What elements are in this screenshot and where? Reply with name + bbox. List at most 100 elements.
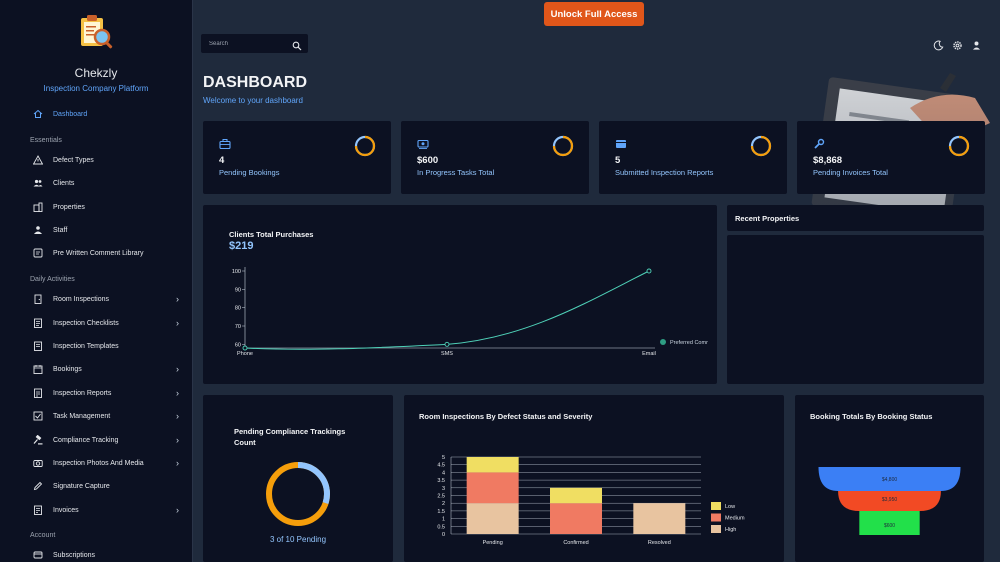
- camera-icon: [33, 460, 43, 467]
- door-icon: [34, 294, 42, 304]
- x-tick-label: Pending: [483, 540, 503, 546]
- funnel-stage: [859, 511, 920, 535]
- x-tick-label: Email: [642, 351, 656, 357]
- sidebar-item-label: Inspection Templates: [53, 342, 119, 350]
- y-tick-label: 90: [235, 287, 241, 293]
- sidebar-item-comment-library[interactable]: Pre Written Comment Library: [33, 246, 185, 260]
- stat-value: $600: [417, 155, 439, 166]
- defects-panel: Room Inspections By Defect Status and Se…: [404, 395, 784, 562]
- search-input[interactable]: [209, 40, 289, 47]
- sidebar-item-label: Staff: [53, 226, 68, 234]
- section-title-essentials: Essentials: [30, 137, 62, 144]
- legend-marker: [660, 339, 666, 345]
- y-tick-label: 80: [235, 306, 241, 312]
- template-icon: [34, 341, 42, 351]
- sidebar-item-inspection-reports[interactable]: Inspection Reports ›: [33, 386, 185, 400]
- purchases-title: Clients Total Purchases: [229, 230, 314, 239]
- user-icon[interactable]: [971, 38, 982, 50]
- sidebar-item-label: Dashboard: [53, 110, 88, 118]
- library-icon: [33, 248, 43, 258]
- sidebar-item-clients[interactable]: Clients: [33, 176, 185, 190]
- chevron-right-icon: ›: [176, 388, 179, 398]
- cash-icon: [417, 137, 429, 155]
- bar-segment: [466, 503, 519, 534]
- report-icon: [34, 388, 42, 398]
- sidebar-item-dashboard[interactable]: Dashboard: [33, 107, 185, 121]
- stat-label: Pending Bookings: [219, 168, 280, 177]
- sidebar-item-inspection-templates[interactable]: Inspection Templates: [33, 339, 185, 353]
- sidebar-item-bookings[interactable]: Bookings ›: [33, 362, 185, 376]
- y-tick-label: 5: [442, 455, 445, 461]
- sidebar-item-label: Subscriptions: [53, 551, 96, 559]
- stat-card-pending-invoices[interactable]: $8,868 Pending Invoices Total: [797, 121, 985, 194]
- briefcase-icon: [219, 137, 231, 155]
- y-tick-label: 100: [232, 269, 241, 275]
- search-icon[interactable]: [292, 38, 302, 56]
- sidebar-item-inspection-checklists[interactable]: Inspection Checklists ›: [33, 316, 185, 330]
- bar-segment: [466, 472, 519, 504]
- y-tick-label: 0: [442, 532, 445, 538]
- chevron-right-icon: ›: [176, 411, 179, 421]
- sidebar-item-label: Room Inspections: [53, 295, 110, 303]
- sidebar-item-invoices[interactable]: Invoices ›: [33, 503, 185, 517]
- compliance-panel: Pending Compliance Trackings Count 3 of …: [203, 395, 393, 562]
- legend-swatch: [711, 502, 721, 510]
- wrench-icon: [813, 137, 825, 155]
- purchases-panel: Clients Total Purchases $219 60 70 80 90 100…: [203, 205, 717, 384]
- page-title: DASHBOARD: [203, 74, 307, 91]
- chevron-right-icon: ›: [176, 505, 179, 515]
- sidebar-item-label: Bookings: [53, 365, 82, 373]
- purchases-line-chart: 60 70 80 90 100 Phone SMS Email Preferred Comr: [232, 267, 708, 357]
- chevron-right-icon: ›: [176, 318, 179, 328]
- x-tick-label: Phone: [237, 351, 253, 357]
- sidebar-item-defect-types[interactable]: Defect Types: [33, 153, 185, 167]
- y-tick-label: 1: [442, 517, 445, 523]
- booking-funnel-chart: $4,800 $3,950 $600: [818, 467, 961, 535]
- stat-card-pending-bookings[interactable]: 4 Pending Bookings: [203, 121, 391, 194]
- sidebar-item-subscriptions[interactable]: Subscriptions: [33, 548, 185, 562]
- stat-card-in-progress-tasks[interactable]: $600 In Progress Tasks Total: [401, 121, 589, 194]
- dark-mode-icon[interactable]: [933, 38, 944, 51]
- bar-segment: [550, 487, 602, 504]
- series-line: [244, 270, 650, 350]
- sidebar-item-room-inspections[interactable]: Room Inspections ›: [33, 292, 185, 306]
- gear-icon[interactable]: [952, 38, 963, 50]
- brand: Chekzly Inspection Company Platform: [0, 0, 192, 93]
- sidebar-item-signature-capture[interactable]: Signature Capture: [33, 479, 185, 493]
- legend-label: Preferred Comr: [670, 340, 708, 346]
- progress-ring: [750, 135, 772, 157]
- sidebar-item-staff[interactable]: Staff: [33, 223, 185, 237]
- y-tick-label: 70: [235, 324, 241, 330]
- building-icon: [33, 202, 43, 212]
- sidebar-item-photos-media[interactable]: Inspection Photos And Media ›: [33, 456, 185, 470]
- funnel-stage: [838, 491, 941, 511]
- y-tick-label: 2.5: [437, 494, 445, 500]
- warning-icon: [33, 155, 43, 165]
- y-tick-label: 4: [442, 470, 445, 476]
- compliance-title-line2: Count: [234, 438, 256, 447]
- chevron-right-icon: ›: [176, 364, 179, 374]
- sidebar-item-compliance-tracking[interactable]: Compliance Tracking ›: [33, 433, 185, 447]
- stat-card-submitted-reports[interactable]: 5 Submitted Inspection Reports: [599, 121, 787, 194]
- stat-label: Pending Invoices Total: [813, 168, 888, 177]
- calendar-icon: [33, 365, 43, 374]
- funnel-stage: [818, 467, 961, 491]
- y-tick-label: 3: [442, 486, 445, 492]
- defects-bar-chart: 0 0.51 1.5 22.5 3 3.5 44.5 5 Pending Confirmed Res…: [437, 455, 745, 546]
- checklist-icon: [34, 318, 42, 328]
- pen-icon: [33, 481, 43, 491]
- sidebar-item-label: Inspection Reports: [53, 389, 112, 397]
- legend-swatch: [711, 525, 721, 533]
- recent-properties-header: Recent Properties: [727, 205, 984, 231]
- unlock-full-access-button[interactable]: Unlock Full Access: [544, 2, 644, 26]
- sidebar-item-properties[interactable]: Properties: [33, 200, 185, 214]
- page-subtitle: Welcome to your dashboard: [203, 96, 303, 105]
- sidebar-item-label: Clients: [53, 179, 75, 187]
- data-point: [242, 345, 248, 351]
- funnel-label: $4,800: [882, 477, 898, 483]
- sidebar: Chekzly Inspection Company Platform Dash…: [0, 0, 193, 562]
- sidebar-item-task-management[interactable]: Task Management ›: [33, 409, 185, 423]
- sidebar-item-label: Inspection Photos And Media: [53, 459, 144, 467]
- chevron-right-icon: ›: [176, 435, 179, 445]
- sidebar-item-label: Compliance Tracking: [53, 436, 119, 444]
